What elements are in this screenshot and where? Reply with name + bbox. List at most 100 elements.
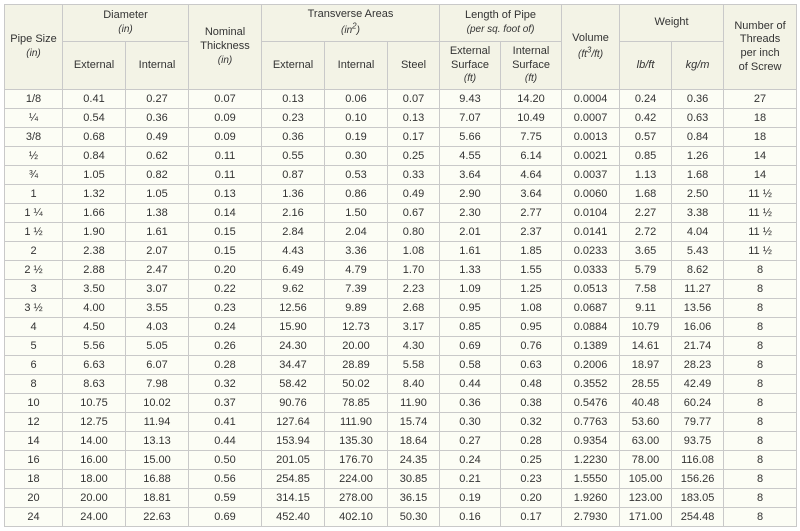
table-row: 1414.0013.130.44153.94135.3018.640.270.2… [5, 432, 797, 451]
table-cell: 1.61 [126, 223, 189, 242]
table-cell: 10.79 [620, 318, 672, 337]
table-cell: 6 [5, 356, 63, 375]
table-cell: 0.67 [388, 204, 440, 223]
table-cell: 8 [724, 337, 797, 356]
table-cell: 0.36 [672, 90, 724, 109]
header-unit: (in) [26, 48, 40, 59]
table-row: 11.321.050.131.360.860.492.903.640.00601… [5, 185, 797, 204]
table-cell: 1 ½ [5, 223, 63, 242]
table-cell: 18 [724, 109, 797, 128]
table-cell: 116.08 [672, 451, 724, 470]
table-cell: 0.86 [325, 185, 388, 204]
table-cell: 0.28 [501, 432, 562, 451]
table-cell: 9.62 [262, 280, 325, 299]
table-cell: 0.48 [501, 375, 562, 394]
table-cell: 0.22 [189, 280, 262, 299]
table-cell: 0.80 [388, 223, 440, 242]
table-cell: 0.13 [189, 185, 262, 204]
header-text: Volume [572, 32, 609, 44]
table-cell: 8.63 [63, 375, 126, 394]
table-cell: 40.48 [620, 394, 672, 413]
table-cell: 4.00 [63, 299, 126, 318]
table-cell: 30.85 [388, 470, 440, 489]
table-cell: 0.17 [501, 508, 562, 527]
table-cell: 1.08 [388, 242, 440, 261]
table-cell: 14 [5, 432, 63, 451]
table-cell: 3/8 [5, 128, 63, 147]
table-cell: 0.0333 [562, 261, 620, 280]
header-text: External Surface [450, 45, 490, 71]
table-cell: 0.68 [63, 128, 126, 147]
col-transverse-steel: Steel [388, 41, 440, 89]
table-cell: 0.44 [440, 375, 501, 394]
col-group-length: Length of Pipe (per sq. foot of) [440, 5, 562, 42]
table-cell: 5.05 [126, 337, 189, 356]
table-cell: 0.3552 [562, 375, 620, 394]
table-cell: 16.00 [63, 451, 126, 470]
table-cell: 4.04 [672, 223, 724, 242]
col-pipe-size: Pipe Size (in) [5, 5, 63, 90]
table-cell: 10.02 [126, 394, 189, 413]
table-cell: 1.85 [501, 242, 562, 261]
col-group-diameter: Diameter (in) [63, 5, 189, 42]
table-cell: 0.69 [189, 508, 262, 527]
table-cell: 0.84 [672, 128, 724, 147]
table-cell: 3 [5, 280, 63, 299]
table-cell: 0.0884 [562, 318, 620, 337]
table-cell: 8 [724, 356, 797, 375]
table-cell: 28.55 [620, 375, 672, 394]
table-row: 3/80.680.490.090.360.190.175.667.750.001… [5, 128, 797, 147]
table-cell: 0.0007 [562, 109, 620, 128]
table-cell: 2.27 [620, 204, 672, 223]
table-cell: 0.10 [325, 109, 388, 128]
table-row: 44.504.030.2415.9012.733.170.850.950.088… [5, 318, 797, 337]
col-weight-lbft: lb/ft [620, 41, 672, 89]
table-cell: 15.00 [126, 451, 189, 470]
table-cell: 153.94 [262, 432, 325, 451]
table-cell: 3.64 [440, 166, 501, 185]
table-cell: 0.63 [501, 356, 562, 375]
table-cell: 10.49 [501, 109, 562, 128]
table-cell: 5.66 [440, 128, 501, 147]
table-cell: 4.03 [126, 318, 189, 337]
col-transverse-internal: Internal [325, 41, 388, 89]
table-cell: 0.0004 [562, 90, 620, 109]
table-cell: 11.94 [126, 413, 189, 432]
table-cell: 1.09 [440, 280, 501, 299]
table-cell: 21.74 [672, 337, 724, 356]
table-cell: 10.75 [63, 394, 126, 413]
table-cell: 0.69 [440, 337, 501, 356]
table-cell: 18.00 [63, 470, 126, 489]
table-cell: 0.44 [189, 432, 262, 451]
table-cell: 1.5550 [562, 470, 620, 489]
table-cell: 0.27 [440, 432, 501, 451]
table-cell: 0.0141 [562, 223, 620, 242]
header-unit: (in2) [341, 25, 360, 36]
table-cell: 3.65 [620, 242, 672, 261]
table-cell: 2.77 [501, 204, 562, 223]
table-cell: 7.75 [501, 128, 562, 147]
col-threads: Number of Threads per inch of Screw [724, 5, 797, 90]
table-cell: 93.75 [672, 432, 724, 451]
table-cell: 0.87 [262, 166, 325, 185]
table-cell: 0.49 [388, 185, 440, 204]
table-cell: 11 ½ [724, 185, 797, 204]
table-cell: 42.49 [672, 375, 724, 394]
table-cell: 12.73 [325, 318, 388, 337]
table-cell: 12.75 [63, 413, 126, 432]
table-cell: 78.00 [620, 451, 672, 470]
table-cell: 1.33 [440, 261, 501, 280]
table-row: 1010.7510.020.3790.7678.8511.900.360.380… [5, 394, 797, 413]
header-unit: (in) [118, 24, 132, 35]
table-cell: 0.11 [189, 166, 262, 185]
table-cell: 6.14 [501, 147, 562, 166]
table-cell: ¾ [5, 166, 63, 185]
table-cell: 1.68 [620, 185, 672, 204]
header-unit: (in) [218, 55, 232, 66]
table-cell: 8 [724, 413, 797, 432]
table-cell: 0.21 [440, 470, 501, 489]
table-cell: 0.62 [126, 147, 189, 166]
pipe-dimensions-table: Pipe Size (in) Diameter (in) Nominal Thi… [4, 4, 797, 527]
table-cell: 8 [724, 280, 797, 299]
table-cell: 0.06 [325, 90, 388, 109]
